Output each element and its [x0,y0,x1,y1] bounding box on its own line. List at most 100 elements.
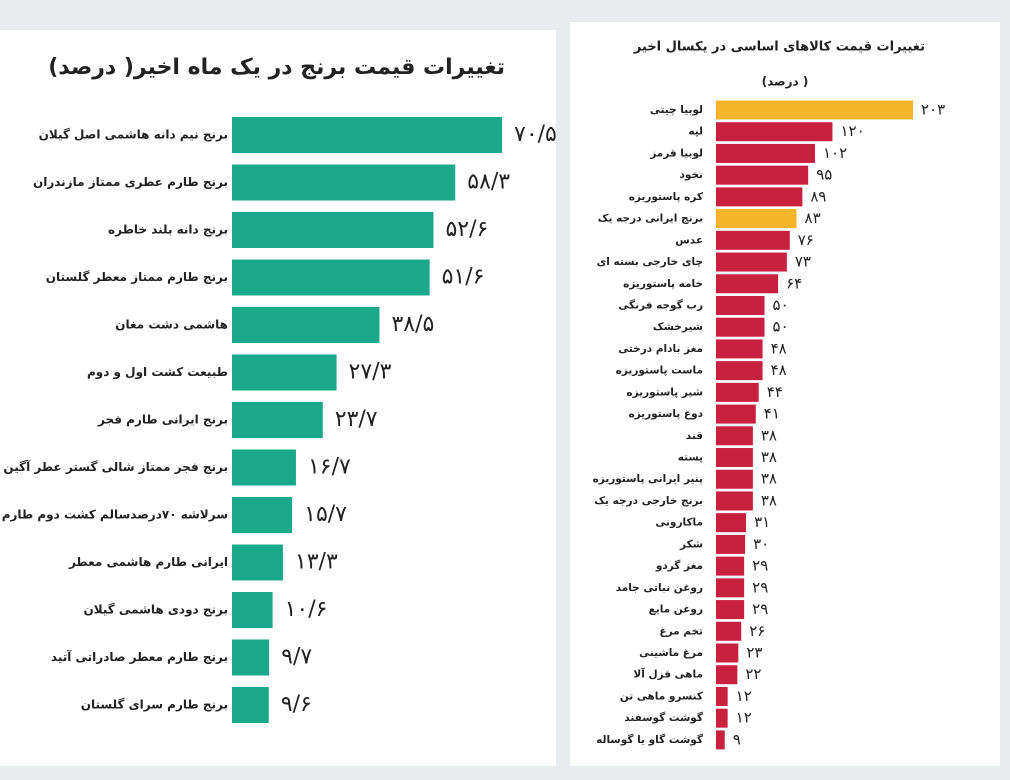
category-label: رب گوجه فرنگی [618,298,703,311]
value-label: ۱۶/۷ [308,455,351,480]
value-label: ۳۸ [761,448,777,466]
value-label: ۴۴ [767,383,783,401]
value-label: ۳۸ [761,470,777,488]
value-label: ۶۴ [786,274,802,292]
category-label: طبیعت کشت اول و دوم [87,365,228,380]
category-label: برنج خارجی درجه یک [594,495,703,507]
value-label: ۹۵ [816,166,832,184]
category-label: پنیر ایرانی پاستوریزه [593,473,703,485]
category-label: خامه پاستوریزه [623,278,703,290]
bar [232,544,283,581]
category-label: ماکارونی [655,517,703,529]
bar [232,307,380,343]
bar [232,639,270,676]
bar [232,592,273,628]
category-label: هاشمی دشت مغان [115,318,228,332]
category-label: روغن نباتی جامد [616,582,703,594]
category-label: عدس [675,234,703,246]
value-label: ۲۳ [746,644,762,662]
bar [716,339,763,359]
value-label: ۲۹ [752,578,768,596]
category-label: برنج فجر ممتاز شالی گستر عطر آگین [3,459,228,474]
value-label: ۲۷/۳ [349,360,392,385]
category-label: مغز بادام درختی [618,343,703,355]
bar [716,600,745,620]
category-label: گوشت گوسفند [624,711,704,724]
value-label: ۲۹ [752,557,768,575]
category-label: برنج دانه بلند خاطره [108,223,228,237]
value-label: ۵۸/۳ [467,170,510,195]
bar [232,449,296,486]
bar [716,513,747,533]
bar [232,687,269,723]
category-label: برنج ایرانی طارم فجر [97,413,228,428]
bar [716,274,779,294]
value-label: ۲۹ [752,600,768,618]
category-label: گوشت گاو یا گوساله [596,733,704,746]
bar [716,426,753,446]
category-label: نخود [680,169,704,181]
bar [232,497,293,533]
category-label: روغن مایع [649,604,703,616]
value-label: ۷۳ [795,253,811,271]
category-label: برنج نیم دانه هاشمی اصل گیلان [39,128,228,142]
value-label: ۱۳/۳ [295,550,338,575]
bar [716,143,815,163]
category-label: لپه [688,126,703,138]
bar [716,209,797,229]
category-label: مغز گردو [655,559,703,572]
value-label: ۴۸ [771,339,787,357]
bar [232,212,434,248]
category-label: چای خارجی بسته ای [597,256,703,268]
category-label: برنج طارم معطر صادراتی آتید [51,649,228,665]
category-label: ایرانی طارم هاشمی معطر [68,555,228,570]
bar [232,164,456,201]
category-label: برنج ایرانی درجه یک [598,213,703,225]
bar [716,122,833,142]
value-label: ۳۱ [754,513,770,531]
value-label: ۷۶ [798,231,814,249]
bar [716,643,739,663]
category-label: لوبیا چیتی [650,104,703,116]
value-label: ۴۱ [764,405,780,423]
category-label: ماست پاستوریزه [616,365,703,377]
category-label: شیرخشک [653,321,703,333]
value-label: ۱۰/۶ [285,597,328,622]
value-label: ۵۰ [773,318,789,336]
value-label: ۳۸ [761,491,777,509]
category-label: برنج طارم سرای گلستان [81,698,228,713]
category-label: تخم مرغ [659,625,703,637]
value-label: ۲۰۳ [921,101,945,119]
bar [716,621,742,641]
chart-title: تغییرات قیمت کالاهای اساسی در یکسال اخیر [633,40,925,55]
category-label: ماهی قزل آلا [633,668,703,681]
value-label: ۱۲ [736,687,752,705]
value-label: ۵۲/۶ [445,217,488,242]
value-label: ۱۲ [736,709,752,727]
bar [716,382,759,402]
bar [716,230,790,250]
category-label: سرلاشه ۷۰درصدسالم کشت دوم طارم محلی [0,508,228,523]
bar [716,665,738,685]
value-label: ۸۳ [805,209,821,227]
bar [716,534,746,554]
bar [716,578,745,598]
bar [716,252,787,272]
bar [716,556,745,576]
value-label: ۹/۶ [281,692,312,717]
category-label: شیر پاستوریزه [626,386,703,398]
category-label: لوبیا قرمز [649,147,703,159]
value-label: ۱۰۲ [823,144,847,162]
value-label: ۲۳/۷ [335,407,378,432]
value-label: ۲۶ [749,622,765,640]
category-label: برنج دودی هاشمی گیلان [84,603,228,618]
value-label: ۱۲۰ [840,122,864,140]
bar [716,469,753,489]
bar [716,295,765,315]
bar [232,259,430,296]
category-label: مرغ ماشینی [639,647,703,659]
category-label: دوغ پاستوریزه [628,408,703,420]
category-label: کنسرو ماهی تن [620,690,704,702]
